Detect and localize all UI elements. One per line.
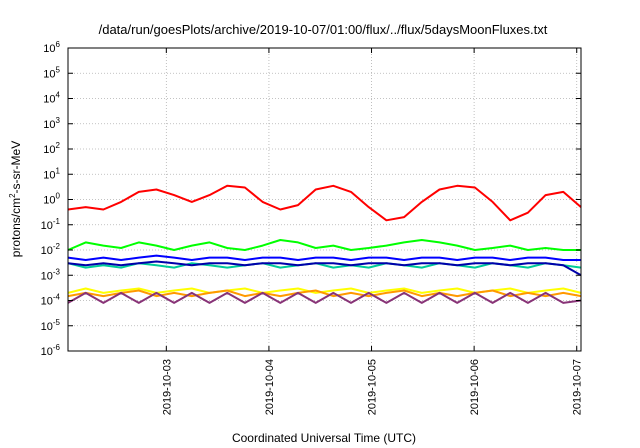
y-tick-label: 102: [43, 141, 60, 156]
y-tick-label: 105: [43, 65, 60, 80]
y-tick-label: 10-6: [41, 343, 61, 358]
series-lines: [67, 184, 582, 304]
y-tick-label: 10-2: [41, 242, 61, 257]
series-line-2: [67, 239, 581, 251]
y-tick-label: 10-4: [41, 293, 61, 308]
x-tick-label: 2019-10-06: [469, 359, 481, 415]
x-tick-label: 2019-10-07: [572, 359, 584, 415]
y-tick-label: 104: [43, 91, 60, 106]
grid-lines: [68, 48, 581, 351]
series-line-1: [67, 184, 582, 222]
x-axis-ticks: 2019-10-03 2019-10-04 2019-10-05 2019-10-06…: [161, 48, 584, 415]
y-tick-label: 100: [43, 192, 60, 207]
y-tick-label: 10-5: [41, 318, 61, 333]
series-line-4: [67, 254, 581, 261]
x-axis-label: Coordinated Universal Time (UTC): [232, 431, 416, 445]
x-tick-label: 2019-10-05: [367, 359, 379, 415]
plot-frame: [67, 47, 582, 352]
y-tick-label: 106: [43, 40, 60, 55]
chart-title: /data/run/goesPlots/archive/2019-10-07/0…: [99, 22, 548, 37]
y-tick-label: 10-3: [41, 267, 61, 282]
x-tick-label: 2019-10-04: [264, 359, 276, 415]
series-line-6: [67, 287, 582, 294]
y-axis-label: protons/cm2-s-sr-MeV: [8, 141, 23, 257]
series-line-8: [67, 291, 582, 304]
series-line-5: [67, 260, 582, 277]
y-tick-label: 101: [43, 166, 60, 181]
x-tick-label: 2019-10-03: [161, 359, 173, 415]
y-tick-label: 103: [43, 116, 60, 131]
y-axis-ticks: 10-6 10-5 10-4 10-3 10-2 10-1 100 101 102 103 104 1…: [41, 40, 581, 358]
y-tick-label: 10-1: [41, 217, 61, 232]
